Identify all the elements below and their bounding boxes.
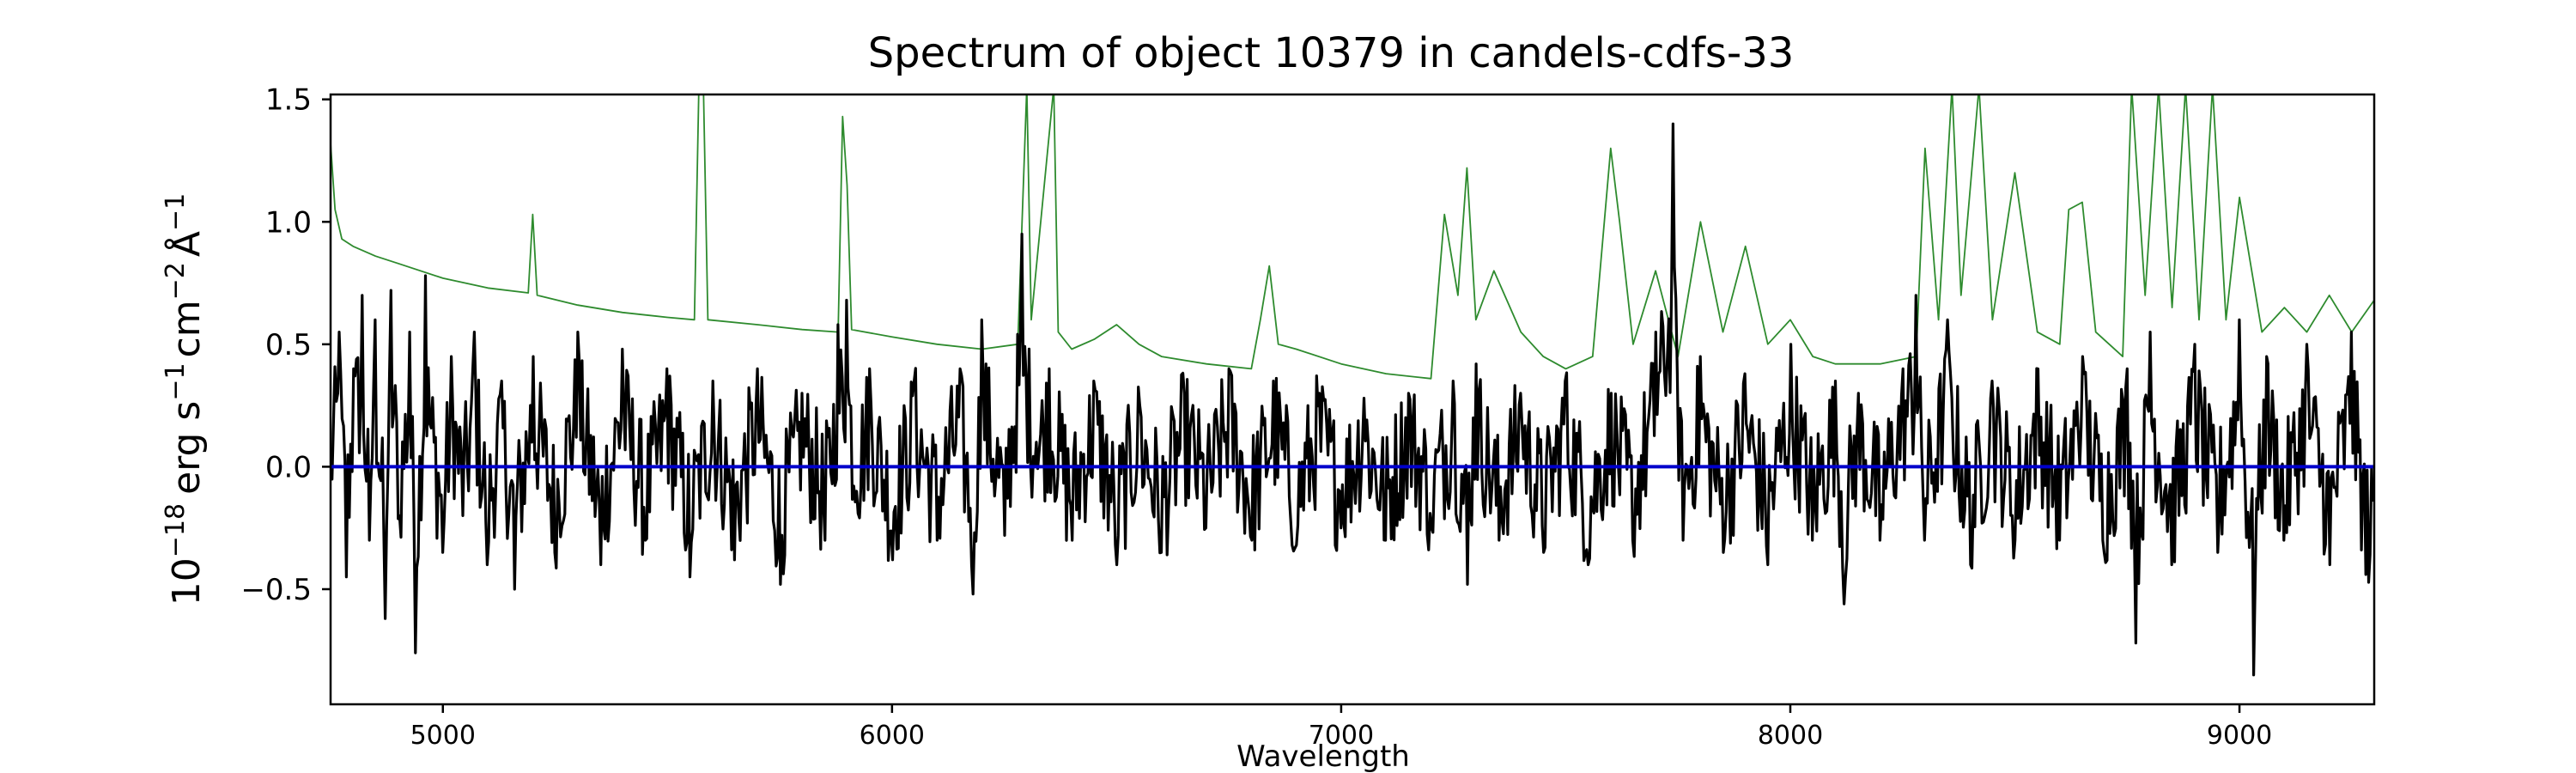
y-axis-label-ang: Å bbox=[163, 231, 209, 257]
chart-title: Spectrum of object 10379 in candels-cdfs… bbox=[868, 29, 1795, 77]
y-axis-label-exp1: −18 bbox=[161, 503, 191, 557]
x-tick-label: 6000 bbox=[860, 721, 925, 751]
y-axis-label-erg: erg s bbox=[165, 401, 209, 495]
x-axis-label: Wavelength bbox=[1236, 740, 1410, 773]
flux-line bbox=[331, 122, 2374, 677]
plot-area: 5000 6000 7000 8000 9000 −0.5 0.0 0.5 1.0 1.5 bbox=[240, 83, 2376, 751]
y-axis-label-cm: cm bbox=[165, 300, 209, 357]
x-tick-label: 5000 bbox=[410, 721, 476, 751]
y-axis-label-exp2: −1 bbox=[161, 362, 191, 400]
y-tick-label: 0.0 bbox=[265, 450, 312, 484]
y-tick-label: −0.5 bbox=[240, 573, 312, 607]
y-tick-label: 0.5 bbox=[265, 328, 312, 362]
x-tick-label: 7000 bbox=[1309, 721, 1374, 751]
x-tick-label: 8000 bbox=[1758, 721, 1823, 751]
y-axis-label-exp4: −1 bbox=[161, 193, 191, 231]
y-tick-label: 1.0 bbox=[265, 205, 312, 240]
y-axis-label: 10−18erg s−1cm−2Å−1 bbox=[161, 193, 209, 606]
y-axis-label-base: 10 bbox=[165, 557, 209, 606]
y-tick-label: 1.5 bbox=[265, 83, 312, 118]
axes-frame bbox=[329, 93, 2376, 706]
x-tick-label: 9000 bbox=[2207, 721, 2272, 751]
error-line bbox=[331, 94, 2374, 380]
y-axis-label-exp3: −2 bbox=[161, 262, 191, 300]
series-group bbox=[331, 94, 2374, 677]
